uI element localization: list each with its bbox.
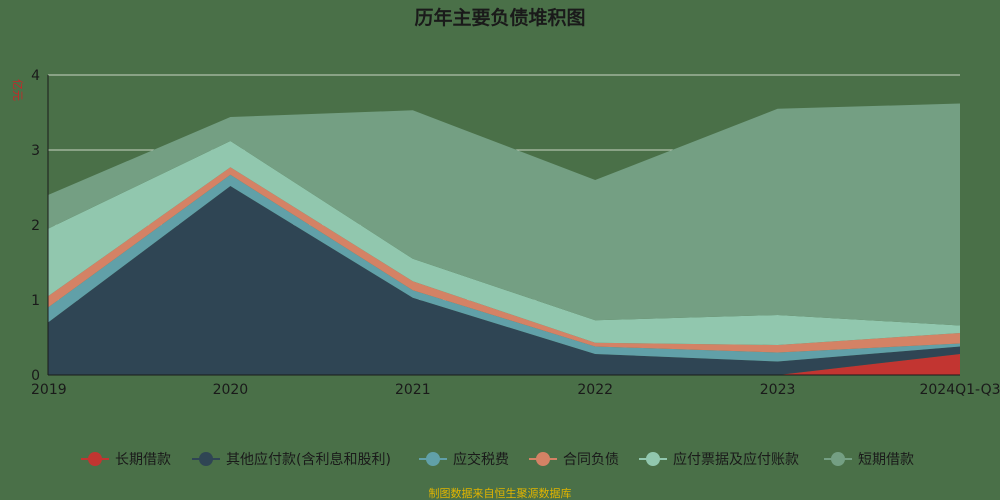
y-tick-label-3: 3 [31,143,40,159]
legend-item-1[interactable]: 其他应付款(含利息和股利) [192,451,391,468]
x-tick-label-3: 2022 [577,382,613,398]
legend-label-2: 应交税费 [453,451,509,468]
legend-item-0[interactable]: 长期借款 [81,452,171,468]
area-series-5 [48,103,960,326]
legend-label-4: 应付票据及应付账款 [673,451,799,468]
legend-item-2[interactable]: 应交税费 [419,451,509,468]
legend-marker-4 [646,452,660,466]
x-tick-label-0: 2019 [31,382,67,398]
y-tick-label-0: 0 [31,368,40,384]
area-series-1 [48,186,960,375]
chart-title: 历年主要负债堆积图 [414,6,585,29]
area-series-3 [48,167,960,353]
area-series-group [48,103,960,375]
x-tick-label-5: 2024Q1-Q3 [919,382,1000,398]
x-tick-label-4: 2023 [760,382,796,398]
legend-label-3: 合同负债 [563,452,619,468]
legend-label-1: 其他应付款(含利息和股利) [226,451,391,468]
legend-label-0: 长期借款 [115,452,171,468]
area-series-4 [48,141,960,345]
x-tick-label-1: 2020 [213,382,249,398]
legend-marker-1 [199,452,213,466]
legend[interactable]: 长期借款 其他应付款(含利息和股利) 应交税费 合同负债 应付票据及应付账款 短期借款 [81,451,914,468]
legend-marker-2 [426,452,440,466]
legend-marker-3 [536,452,550,466]
area-series-2 [48,174,960,362]
legend-marker-5 [831,452,845,466]
legend-marker-0 [88,452,102,466]
y-tick-label-1: 1 [31,293,40,309]
y-tick-label-4: 4 [31,68,40,84]
legend-item-3[interactable]: 合同负债 [529,452,619,468]
legend-label-5: 短期借款 [858,452,914,468]
area-series-0 [48,354,960,375]
y-tick-label-2: 2 [31,218,40,234]
legend-item-4[interactable]: 应付票据及应付账款 [639,451,799,468]
x-tick-label-2: 2021 [395,382,431,398]
legend-item-5[interactable]: 短期借款 [824,452,914,468]
axes: 0 1 2 3 4 2019 2020 2021 2022 2023 2024Q1-Q3 [31,68,1000,398]
y-axis-unit-label: 亿元 [11,79,24,101]
data-source-note: 制图数据来自恒生聚源数据库 [429,486,572,500]
